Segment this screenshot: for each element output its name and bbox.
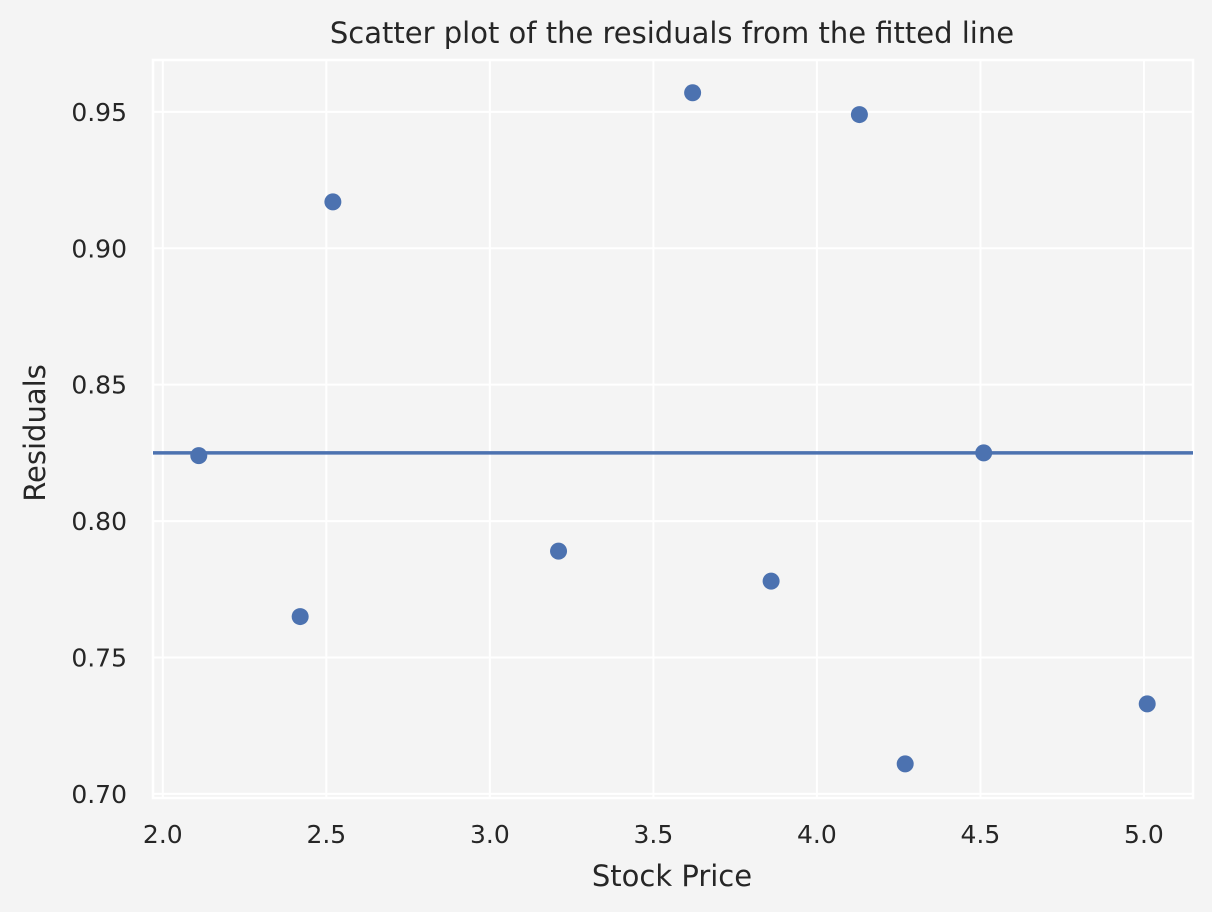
data-point: [291, 608, 309, 626]
plot-area: [151, 58, 1195, 800]
y-tick-label: 0.70: [71, 780, 127, 809]
y-tick-labels: 0.70 0.75 0.80 0.85 0.90 0.95: [71, 98, 127, 809]
y-tick-label: 0.75: [71, 643, 127, 672]
data-point: [850, 106, 868, 124]
data-point: [1138, 695, 1156, 713]
x-tick-label: 4.0: [797, 820, 837, 849]
y-axis-label: Residuals: [18, 364, 52, 502]
x-tick-label: 3.5: [633, 820, 673, 849]
x-tick-label: 4.5: [961, 820, 1001, 849]
data-point: [762, 572, 780, 590]
x-tick-label: 2.5: [306, 820, 346, 849]
x-tick-label: 5.0: [1124, 820, 1164, 849]
grid: [151, 58, 1195, 800]
data-point: [324, 193, 342, 211]
x-tick-label: 3.0: [470, 820, 510, 849]
x-axis-label: Stock Price: [592, 859, 752, 893]
y-tick-label: 0.95: [71, 98, 127, 127]
y-tick-label: 0.90: [71, 234, 127, 263]
data-point: [550, 542, 568, 560]
data-point: [975, 444, 993, 462]
data-point: [190, 447, 208, 465]
y-tick-label: 0.80: [71, 507, 127, 536]
x-tick-label: 2.0: [143, 820, 183, 849]
x-tick-labels: 2.0 2.5 3.0 3.5 4.0 4.5 5.0: [143, 820, 1164, 849]
y-tick-label: 0.85: [71, 371, 127, 400]
data-point: [896, 755, 914, 773]
chart-title: Scatter plot of the residuals from the f…: [330, 16, 1014, 50]
points: [190, 84, 1156, 773]
data-point: [684, 84, 702, 102]
